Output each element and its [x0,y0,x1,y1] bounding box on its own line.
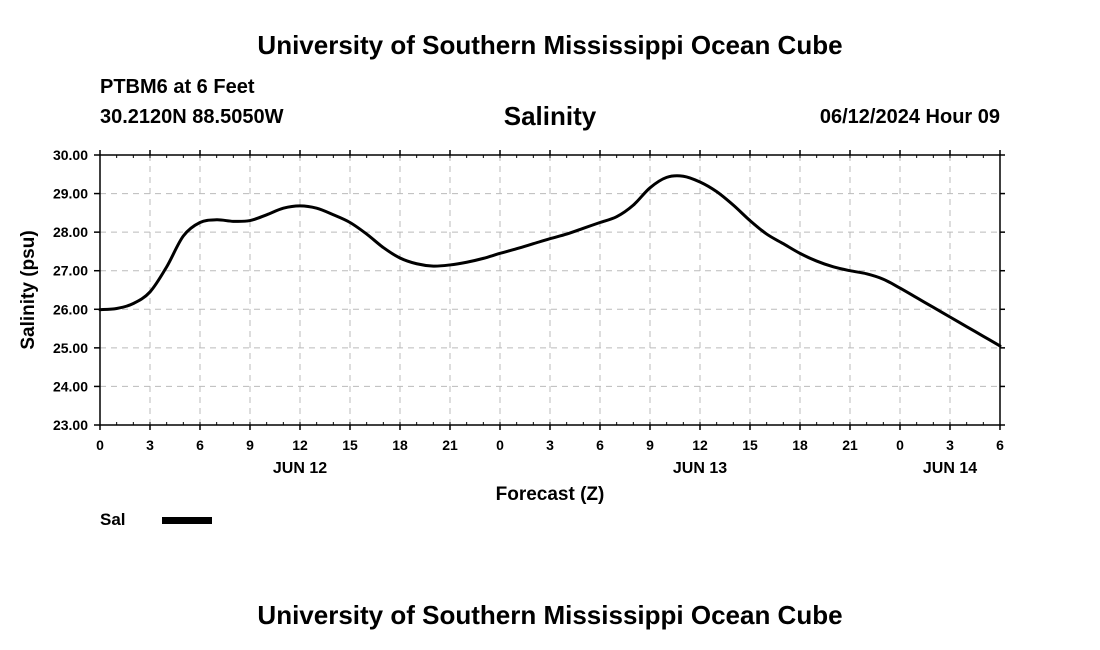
y-tick-label: 25.00 [53,340,88,356]
footer-title: University of Southern Mississippi Ocean… [257,600,843,630]
forecast-timestamp: 06/12/2024 Hour 09 [819,106,1000,128]
chart-title: Salinity [503,101,597,131]
y-tick-label: 27.00 [53,263,88,279]
y-tick-label: 23.00 [53,417,88,433]
x-tick-label: 15 [742,437,758,453]
x-tick-label: 3 [946,437,954,453]
date-label: JUN 12 [273,460,327,477]
grid [100,155,1000,425]
date-label: JUN 14 [923,460,977,477]
x-tick-label: 6 [996,437,1004,453]
axis-ticks [94,150,1005,430]
series-line-sal [98,174,1002,348]
x-tick-label: 15 [342,437,358,453]
y-axis-title: Salinity (psu) [18,230,39,349]
x-tick-label: 12 [692,437,708,453]
x-tick-label: 3 [146,437,154,453]
x-tick-label: 21 [442,437,458,453]
x-tick-label: 3 [546,437,554,453]
x-axis-title: Forecast (Z) [496,484,605,505]
station-label: PTBM6 at 6 Feet [100,76,255,98]
station-coordinates: 30.2120N 88.5050W [100,106,284,128]
x-tick-label: 18 [792,437,808,453]
x-tick-label: 18 [392,437,408,453]
y-tick-label: 26.00 [53,301,88,317]
x-tick-label: 12 [292,437,308,453]
x-tick-label: 9 [246,437,254,453]
legend-swatch [162,517,212,524]
x-tick-label: 6 [196,437,204,453]
page-title: University of Southern Mississippi Ocean… [257,30,843,60]
x-tick-label: 0 [896,437,904,453]
x-tick-label: 0 [96,437,104,453]
y-tick-label: 28.00 [53,224,88,240]
x-tick-label: 9 [646,437,654,453]
legend-label: Sal [100,510,126,529]
y-tick-label: 30.00 [53,147,88,163]
date-label: JUN 13 [673,460,727,477]
x-tick-label: 21 [842,437,858,453]
x-tick-label: 0 [496,437,504,453]
y-tick-label: 29.00 [53,186,88,202]
axis-labels: 23.00 24.00 25.00 26.00 27.00 28.00 29.00 30.00… [53,147,1004,477]
y-tick-label: 24.00 [53,378,88,394]
x-tick-label: 6 [596,437,604,453]
